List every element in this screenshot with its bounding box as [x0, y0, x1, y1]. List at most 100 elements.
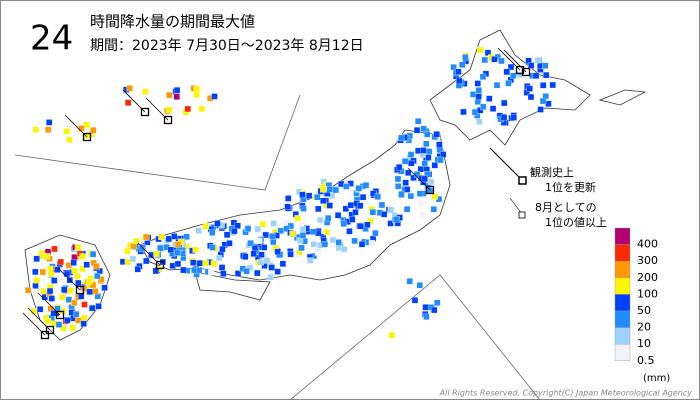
station	[93, 263, 100, 270]
station	[285, 195, 292, 202]
station	[428, 178, 435, 186]
station	[407, 151, 415, 158]
station	[65, 296, 73, 303]
station	[459, 61, 466, 68]
station	[493, 81, 501, 89]
station	[215, 254, 223, 262]
station	[54, 266, 61, 273]
station	[71, 267, 78, 275]
station	[158, 233, 165, 241]
station	[374, 193, 381, 200]
title: 時間降水量の期間最大値	[90, 13, 255, 31]
station	[416, 282, 423, 289]
station	[33, 255, 40, 262]
station	[287, 251, 294, 258]
record-marker	[155, 260, 165, 270]
station	[343, 183, 350, 190]
station	[279, 260, 287, 268]
station	[314, 249, 322, 256]
station	[332, 186, 340, 194]
station	[174, 241, 182, 248]
scale-swatch	[614, 310, 631, 328]
station	[88, 304, 96, 312]
station	[455, 68, 462, 76]
station	[403, 206, 411, 213]
station	[526, 85, 533, 92]
station	[268, 264, 275, 271]
station	[57, 258, 64, 266]
station	[314, 193, 321, 201]
station	[394, 183, 402, 190]
station	[270, 220, 277, 227]
record-marker	[82, 132, 92, 142]
station	[143, 257, 150, 265]
station	[480, 103, 487, 111]
station	[94, 272, 101, 280]
station	[372, 229, 379, 237]
station	[33, 277, 40, 284]
station	[528, 62, 535, 69]
station	[346, 228, 353, 235]
station	[316, 216, 324, 224]
station	[138, 245, 146, 253]
scale-label: 400	[637, 238, 658, 251]
station	[283, 219, 290, 226]
station	[86, 288, 93, 295]
station	[226, 240, 233, 247]
station	[124, 247, 131, 255]
color-scale: 400 300 200 100 50 20 10 0.5	[614, 227, 658, 367]
station	[274, 268, 281, 275]
station	[79, 253, 86, 260]
station	[36, 306, 44, 313]
station	[184, 105, 192, 113]
station	[153, 250, 160, 257]
station	[423, 313, 430, 320]
station	[46, 119, 53, 126]
station	[195, 227, 202, 234]
station	[349, 216, 356, 223]
station	[469, 91, 477, 98]
station	[498, 57, 505, 65]
station	[431, 162, 438, 169]
station	[416, 190, 424, 197]
station	[210, 260, 218, 267]
station	[387, 220, 394, 227]
station	[58, 294, 66, 301]
station	[143, 233, 150, 241]
station	[283, 225, 290, 232]
station	[196, 260, 203, 267]
station	[527, 93, 535, 101]
scale-label: 300	[637, 254, 658, 267]
station	[60, 325, 67, 332]
station	[434, 299, 441, 306]
station	[70, 299, 78, 307]
station	[75, 317, 82, 324]
station	[403, 186, 411, 193]
station	[413, 127, 421, 134]
station	[320, 197, 327, 204]
station	[545, 100, 552, 107]
station	[479, 73, 487, 80]
station	[214, 220, 221, 227]
scale-swatch	[614, 277, 631, 295]
station	[83, 261, 90, 268]
station	[505, 80, 512, 87]
station	[75, 279, 82, 287]
station	[39, 268, 46, 276]
station	[420, 147, 427, 154]
station	[436, 141, 443, 148]
station	[357, 223, 364, 230]
station	[101, 284, 108, 291]
station	[342, 205, 350, 212]
station	[401, 158, 409, 165]
record-marker	[40, 330, 50, 340]
station	[335, 244, 342, 252]
station	[44, 318, 52, 325]
station	[192, 246, 199, 253]
station	[247, 240, 254, 247]
station	[70, 259, 77, 266]
station	[268, 233, 276, 240]
station	[539, 97, 547, 105]
station	[477, 46, 484, 54]
station	[335, 239, 342, 246]
